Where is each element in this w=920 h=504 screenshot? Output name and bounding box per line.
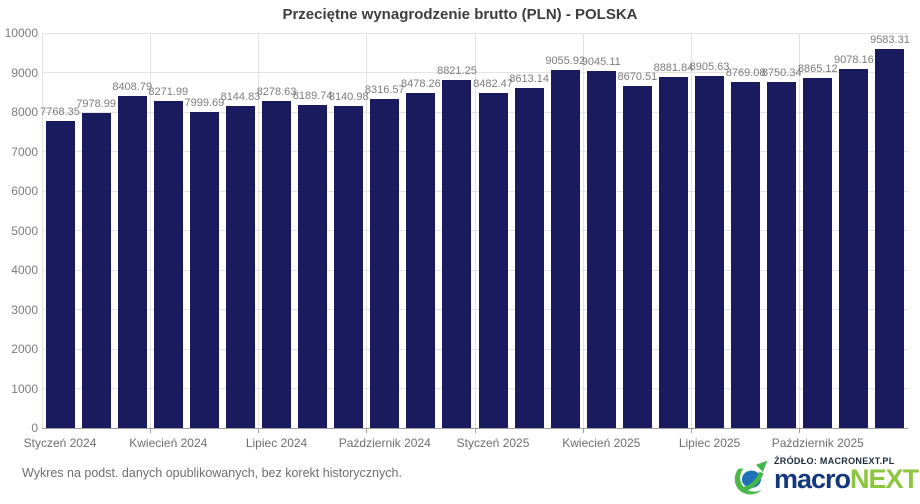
y-tick-label: 6000 — [11, 184, 38, 198]
brand-next: NEXT — [850, 464, 919, 494]
bar-value-label: 9045.11 — [581, 55, 621, 68]
gridline-vertical — [366, 33, 368, 428]
x-tick-label: Kwiecień 2024 — [129, 436, 208, 450]
x-axis-tickmark — [582, 428, 584, 433]
bar — [298, 104, 328, 428]
bar — [658, 77, 688, 428]
bar-value-label: 8905.63 — [689, 61, 730, 74]
bar-value-label: 8482.47 — [473, 77, 513, 90]
x-axis-tickmark — [366, 428, 368, 433]
bar-value-label: 8144.83 — [220, 91, 261, 104]
y-tick-label: 7000 — [11, 144, 38, 159]
y-tick-label: 2000 — [11, 342, 38, 356]
x-axis-tickmark — [474, 428, 476, 433]
bar — [225, 106, 255, 428]
bar-value-label: 9583.31 — [870, 34, 910, 47]
x-axis-tickmark — [149, 428, 151, 433]
y-tick-label: 8000 — [11, 105, 38, 119]
bar-value-label: 8821.25 — [437, 64, 477, 77]
bar-value-label: 8271.99 — [148, 86, 189, 99]
gridline-vertical — [149, 33, 151, 428]
bar — [334, 106, 364, 428]
y-tick-label: 1000 — [11, 381, 38, 396]
bar — [586, 70, 616, 428]
x-tick-label: Lipiec 2025 — [678, 436, 741, 450]
bar — [45, 121, 75, 428]
x-tick-label: Październik 2024 — [338, 436, 431, 450]
bar-value-label: 8613.14 — [509, 72, 550, 85]
bar-value-label: 7978.99 — [76, 97, 117, 110]
bar — [839, 69, 869, 428]
bar — [731, 81, 761, 428]
macronext-logo-icon — [734, 460, 768, 495]
gridline-vertical — [474, 33, 476, 428]
bar — [550, 70, 580, 428]
bar-value-label: 8408.79 — [112, 80, 153, 93]
gridline-vertical — [691, 33, 692, 428]
x-axis-line — [42, 428, 908, 429]
bar — [622, 85, 652, 428]
x-tick-label: Październik 2025 — [771, 436, 864, 450]
x-tick-label: Styczeń 2025 — [456, 436, 530, 450]
y-tick-label: 5000 — [11, 223, 38, 238]
y-tick-label: 4000 — [11, 263, 38, 277]
x-axis-tickmark — [258, 428, 259, 433]
bar-value-label: 8140.98 — [328, 91, 369, 104]
bar — [189, 112, 219, 428]
y-tick-label: 9000 — [11, 65, 38, 80]
bar-value-label: 8670.51 — [617, 70, 658, 83]
plot-area: 0 1000 2000 3000 4000 5000 6000 7000 8000 9000 100… — [5, 26, 910, 450]
bar-value-label: 8750.34 — [761, 67, 802, 80]
bar — [478, 92, 508, 428]
bar-value-label: 9078.16 — [833, 54, 874, 67]
bar-value-label: 7999.69 — [184, 97, 225, 109]
bar — [262, 100, 292, 428]
bar — [514, 87, 544, 428]
footer-note: Wykres na podst. danych opublikowanych, … — [22, 466, 402, 480]
y-tick-label: 10000 — [4, 26, 38, 40]
bar-value-label: 8478.26 — [400, 78, 441, 91]
gridline-vertical — [582, 33, 584, 428]
bar-value-label: 8769.08 — [725, 66, 766, 79]
bar-value-label: 8865.12 — [797, 62, 838, 75]
chart-title: Przeciętne wynagrodzenie brutto (PLN) - … — [282, 6, 638, 23]
bar — [81, 112, 111, 428]
bar-value-label: 8278.63 — [256, 85, 297, 98]
x-tick-label: Kwiecień 2025 — [562, 436, 641, 450]
x-axis-tickmark — [799, 428, 801, 433]
source-block: ŹRÓDŁO: MACRONEXT.PL macroNEXT — [731, 456, 919, 498]
bar — [406, 93, 436, 428]
bar-value-label: 7768.35 — [40, 106, 80, 119]
bar-value-label: 9055.92 — [545, 55, 586, 68]
gridline-vertical — [258, 33, 259, 428]
bar-value-label: 8316.57 — [364, 84, 405, 97]
bar — [875, 49, 905, 428]
bar-value-label: 8881.84 — [653, 62, 694, 75]
bar — [803, 77, 833, 428]
x-tick-label: Lipiec 2024 — [245, 436, 308, 450]
x-tick-label: Styczeń 2024 — [23, 436, 97, 450]
brand-macro: macro — [774, 464, 851, 494]
bar — [153, 101, 183, 428]
bar — [695, 76, 725, 428]
y-tick-label: 3000 — [11, 302, 38, 317]
macronext-logo-text: macroNEXT — [774, 464, 919, 494]
gridline-vertical — [799, 33, 801, 428]
y-axis-line — [42, 33, 43, 428]
y-tick-label: 0 — [31, 421, 38, 435]
bar — [442, 79, 472, 428]
source-label: ŹRÓDŁO: MACRONEXT.PL — [774, 456, 895, 466]
bar-value-label: 8189.74 — [292, 89, 333, 102]
bar — [117, 95, 147, 428]
bar — [767, 82, 797, 428]
bar — [370, 99, 400, 428]
x-axis-tickmark — [691, 428, 692, 433]
source-text-column: ŹRÓDŁO: MACRONEXT.PL macroNEXT — [774, 456, 919, 494]
